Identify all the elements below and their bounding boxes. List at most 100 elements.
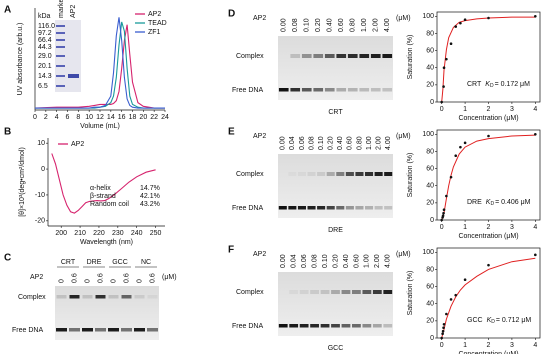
gel-ligand: AP2 <box>253 15 266 22</box>
free-band <box>347 88 358 92</box>
x-tick-label: 0 <box>440 106 444 113</box>
free-band <box>297 206 306 210</box>
x-tick-label: 0 <box>440 224 444 231</box>
marker-label: 44.3 <box>38 44 52 51</box>
marker-label: 20.1 <box>38 63 52 70</box>
complex-band <box>383 290 393 294</box>
complex-band <box>341 290 351 294</box>
plot-frame <box>436 11 541 103</box>
complex-band <box>345 172 354 176</box>
lane-label: 0.20 <box>328 136 335 150</box>
x-tick-label: 20 <box>139 114 147 121</box>
lane-label: 0.6 <box>149 273 156 283</box>
lane-label: 0 <box>84 279 91 283</box>
x-tick-label: 1 <box>463 106 467 113</box>
data-point <box>459 21 462 25</box>
legend-label: AP2 <box>71 141 84 148</box>
y-tick-label: 40 <box>426 301 434 308</box>
x-tick-label: 250 <box>150 230 162 237</box>
data-point <box>454 293 458 297</box>
lane-label: 0.04 <box>289 136 296 150</box>
complex-band <box>326 172 335 176</box>
x-tick-label: 4 <box>533 342 537 349</box>
free-band <box>382 88 393 92</box>
lane-label: 0.08 <box>311 254 318 268</box>
kd-part: GCC <box>467 317 483 324</box>
complex-band <box>365 172 374 176</box>
lane-label: 0.04 <box>291 254 298 268</box>
fit-line <box>441 16 536 103</box>
complex-band <box>299 290 309 294</box>
x-tick-label: 230 <box>112 230 124 237</box>
free-band <box>359 88 370 92</box>
y-tick-label: 20 <box>426 82 434 89</box>
y-tick-label: 0 <box>430 335 434 342</box>
x-axis-label: Concentration (μM) <box>458 351 518 354</box>
lane-label: 0.00 <box>280 254 287 268</box>
complex-band <box>310 290 319 294</box>
lane-label: 4.00 <box>385 136 392 150</box>
data-point <box>445 312 448 316</box>
data-point <box>441 332 444 336</box>
x-axis-label: Concentration (μM) <box>458 233 518 240</box>
x-tick-label: 1 <box>463 342 467 349</box>
gel-unit: (μM) <box>396 133 411 140</box>
lane-label: 0.6 <box>97 273 104 283</box>
marker-label: 14.3 <box>38 73 52 80</box>
lane-label: 1.00 <box>364 254 371 268</box>
marker-label: 6.5 <box>38 83 48 90</box>
annotation-value: 42.1% <box>140 193 160 200</box>
complex-band <box>382 54 393 58</box>
data-point <box>445 57 448 61</box>
protein-band <box>68 74 79 78</box>
marker-band <box>56 46 65 48</box>
free-dna-label: Free DNA <box>232 87 263 94</box>
free-band <box>355 206 364 210</box>
data-point <box>442 66 446 70</box>
free-band <box>331 324 340 328</box>
complex-band <box>56 295 67 299</box>
kd-annotation: DRE KD= 0.406 μM <box>467 199 531 207</box>
plot-frame <box>436 247 541 339</box>
data-point <box>487 134 490 138</box>
x-tick-label: 200 <box>55 230 67 237</box>
y-tick-label: 80 <box>426 266 434 273</box>
complex-band <box>331 290 340 294</box>
free-band <box>289 324 299 328</box>
x-tick-label: 0 <box>33 114 37 121</box>
lane-label: 0.20 <box>332 254 339 268</box>
y-tick-label: -10 <box>35 192 45 199</box>
complex-band <box>290 54 301 58</box>
x-tick-label: 3 <box>510 342 514 349</box>
lane-label: 0.00 <box>280 136 287 150</box>
annotation-name: β-strand <box>90 193 116 200</box>
marker-band <box>56 75 65 77</box>
free-band <box>324 88 335 92</box>
annotation-name: α-helix <box>90 185 111 192</box>
lane-label: 0.6 <box>123 273 130 283</box>
x-tick-label: 8 <box>76 114 80 121</box>
lane-label: 0.6 <box>71 273 78 283</box>
complex-band <box>352 290 361 294</box>
gel-caption: DRE <box>328 227 343 234</box>
x-tick-label: 22 <box>150 114 158 121</box>
data-point <box>463 141 467 145</box>
free-dna-label: Free DNA <box>232 323 263 330</box>
complex-band <box>95 295 106 299</box>
lane-label: 0.40 <box>337 136 344 150</box>
data-point <box>449 42 453 46</box>
y-tick-label: 20 <box>426 318 434 325</box>
lane-label: 0.10 <box>318 136 325 150</box>
free-band <box>313 88 324 92</box>
lane-label: 0.06 <box>299 136 306 150</box>
line-series <box>35 17 165 109</box>
complex-band <box>147 295 158 299</box>
data-point <box>463 278 467 282</box>
marker-band <box>56 25 65 27</box>
complex-band <box>307 172 316 176</box>
x-axis-label: Volume (mL) <box>80 123 120 130</box>
free-band <box>56 328 67 332</box>
lane-label: 0.60 <box>347 136 354 150</box>
lane-label: 0.80 <box>350 18 357 32</box>
